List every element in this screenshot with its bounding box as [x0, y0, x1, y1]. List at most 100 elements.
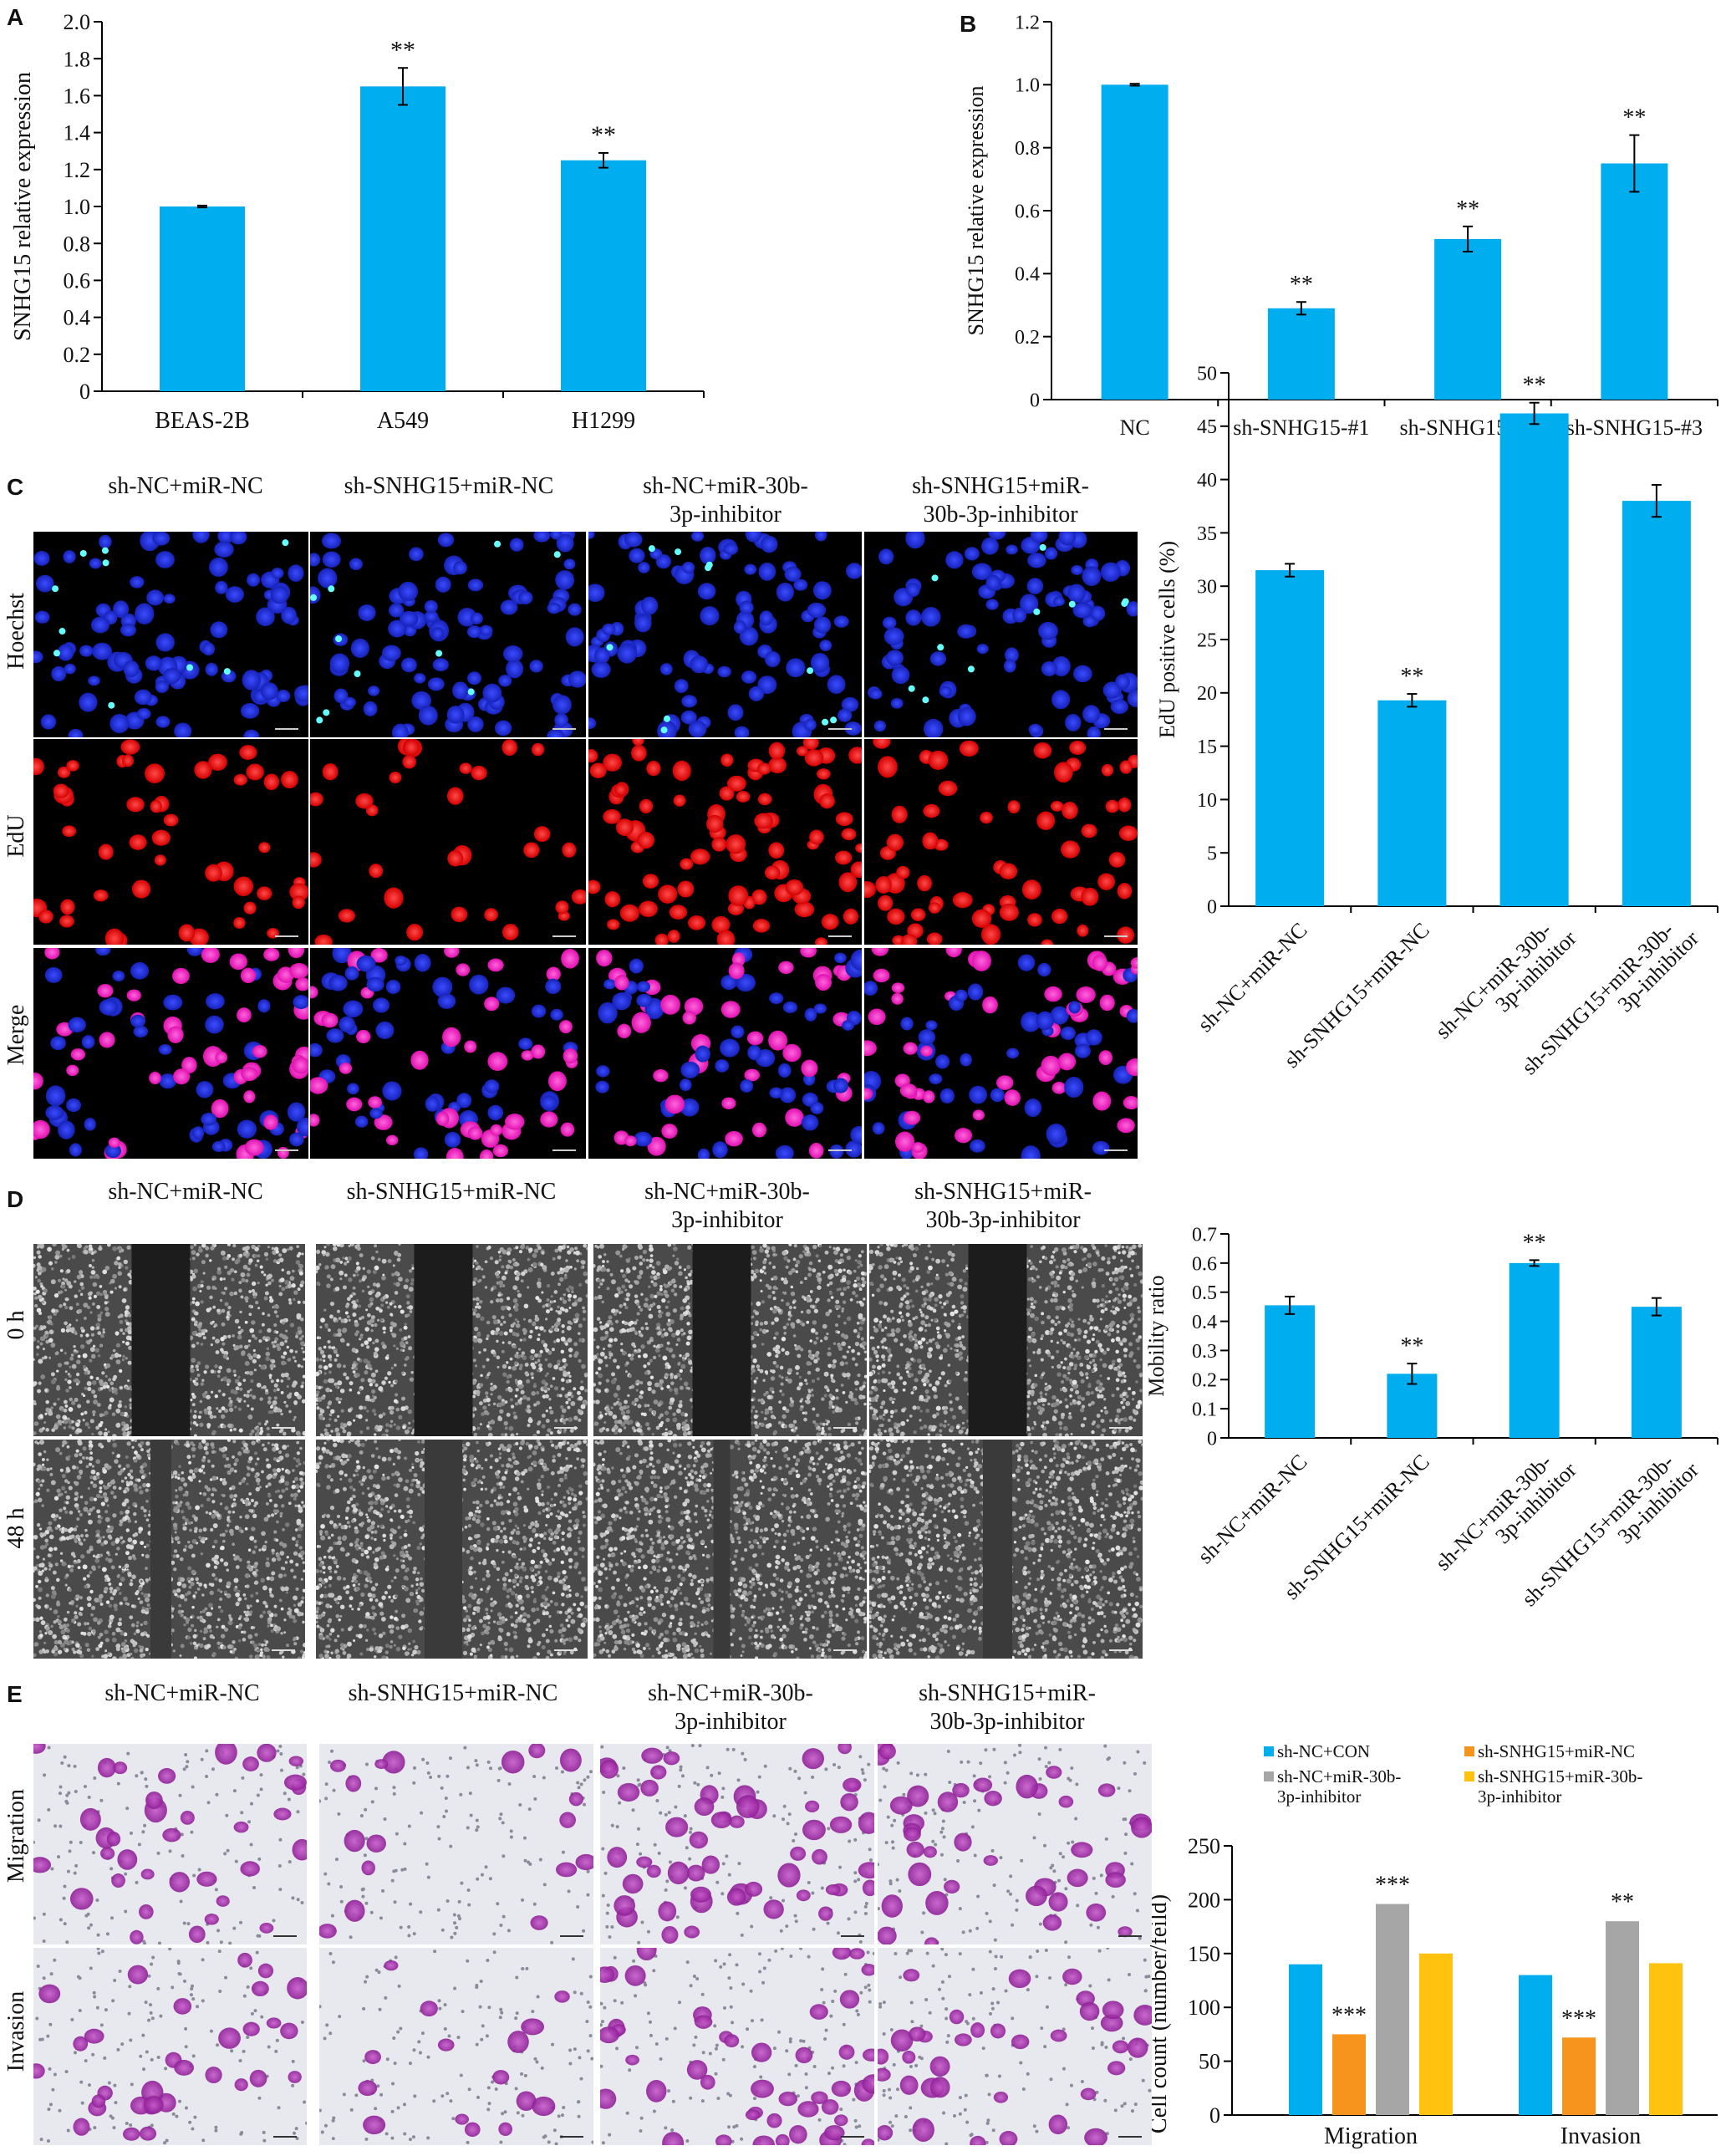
bar: [1622, 501, 1691, 906]
legend-swatch: [1464, 1746, 1474, 1756]
y-axis-label: SNHG15 relative expression: [964, 86, 988, 336]
transwell-micrograph: [318, 1743, 597, 1944]
y-tick-label: 15: [1197, 737, 1217, 758]
y-tick-label: 30: [1197, 577, 1217, 599]
y-tick-label: 0.2: [64, 343, 91, 367]
x-tick-label: H1299: [572, 408, 635, 434]
x-tick-label: BEAS-2B: [155, 408, 250, 434]
y-tick-label: 0.1: [1192, 1399, 1217, 1421]
y-tick-label: 0: [1207, 1428, 1217, 1450]
y-tick-label: 0: [1209, 2103, 1220, 2128]
scratch-micrograph: [32, 1241, 308, 1439]
bar: [1500, 413, 1569, 906]
panel-label-b: B: [960, 11, 976, 37]
bar: [561, 161, 646, 391]
x-tick-label-group: sh-NC+miR-NC: [1193, 1450, 1311, 1568]
row-label: Hoechst: [3, 593, 29, 670]
bar: [1419, 1954, 1453, 2115]
group-header: 3p-inhibitor: [670, 502, 782, 528]
legend-label: 3p-inhibitor: [1277, 1786, 1361, 1807]
y-axis-label: EdU positive cells (%): [1155, 541, 1179, 738]
y-tick-label: 10: [1197, 790, 1217, 812]
bar: [1632, 1307, 1682, 1438]
y-tick-label: 1.6: [64, 84, 91, 109]
group-header: 30b-3p-inhibitor: [925, 1207, 1081, 1233]
y-tick-label: 0.4: [64, 306, 91, 330]
y-tick-label: 1.0: [64, 195, 91, 219]
scratch-micrograph: [868, 1437, 1144, 1660]
bar: [1377, 701, 1446, 906]
y-tick-label: 20: [1197, 683, 1217, 705]
y-tick-label: 0.6: [1015, 201, 1040, 222]
significance-label: **: [1456, 196, 1479, 222]
y-axis-label: SNHG15 relative expression: [10, 72, 36, 341]
bar: [1102, 84, 1168, 400]
panel-label-a: A: [7, 4, 23, 30]
panel-label-e: E: [7, 1681, 23, 1707]
y-tick-label: 0.7: [1192, 1224, 1217, 1246]
x-tick-label: A549: [377, 408, 429, 434]
merge-micrograph: [26, 940, 315, 1165]
bar: [1601, 164, 1667, 400]
bar: [1434, 239, 1501, 400]
bar: [1255, 570, 1324, 906]
row-label: Invasion: [3, 1991, 29, 2072]
y-tick-label: 0.6: [1192, 1253, 1217, 1275]
transwell-micrograph: [595, 1939, 885, 2152]
edu-micrograph: [857, 734, 1140, 950]
x-tick-label-group: sh-NC+miR-NC: [1193, 918, 1311, 1037]
y-tick-label: 50: [1199, 2050, 1220, 2074]
bar: [1510, 1263, 1560, 1438]
row-label: Merge: [3, 1005, 29, 1066]
y-axis-label: Mobility ratio: [1144, 1275, 1168, 1396]
legend-label: sh-SNHG15+miR-30b-: [1478, 1766, 1642, 1786]
hoechst-micrograph: [28, 526, 314, 743]
transwell-micrograph: [597, 1741, 882, 1944]
bar: [1289, 1965, 1322, 2115]
x-tick-label: Invasion: [1561, 2123, 1641, 2149]
panel-label-d: D: [7, 1186, 23, 1212]
hoechst-micrograph: [305, 526, 587, 745]
y-tick-label: 0: [1030, 390, 1040, 411]
y-tick-label: 0: [79, 380, 90, 404]
y-tick-label: 1.2: [64, 158, 91, 182]
x-tick-label: sh-NC+miR-NC: [1193, 918, 1311, 1037]
group-header: sh-SNHG15+miR-NC: [344, 473, 554, 499]
group-header: sh-NC+miR-NC: [104, 1680, 259, 1706]
bar: [1332, 2034, 1366, 2115]
hoechst-micrograph: [864, 524, 1145, 741]
x-tick-label: Migration: [1324, 2123, 1418, 2149]
y-tick-label: 0.8: [64, 232, 91, 256]
edu-micrograph: [305, 737, 588, 949]
legend-swatch: [1464, 1771, 1474, 1781]
significance-label: **: [1400, 664, 1423, 690]
y-tick-label: 1.2: [1015, 12, 1040, 33]
legend-label: 3p-inhibitor: [1478, 1786, 1561, 1807]
transwell-micrograph: [27, 1739, 312, 1945]
significance-label: **: [1290, 272, 1313, 298]
x-tick-label: sh-SNHG15-#1: [1233, 415, 1369, 440]
x-tick-label: sh-SNHG15-#3: [1566, 415, 1703, 440]
significance-label: **: [1622, 105, 1646, 131]
group-header: sh-NC+miR-NC: [108, 473, 262, 499]
significance-label: **: [1523, 1230, 1546, 1256]
group-header: sh-NC+miR-30b-: [644, 1179, 810, 1205]
y-tick-label: 0.2: [1015, 327, 1040, 349]
transwell-micrograph: [873, 1946, 1157, 2151]
y-tick-label: 2.0: [64, 10, 91, 34]
transwell-micrograph: [318, 1948, 595, 2145]
x-tick-label: NC: [1120, 415, 1150, 440]
bar: [1562, 2037, 1596, 2115]
micrographs-layer: [26, 524, 1157, 2152]
y-tick-label: 100: [1188, 1995, 1220, 2020]
legend-label: sh-NC+CON: [1277, 1741, 1370, 1761]
y-tick-label: 0.5: [1192, 1282, 1217, 1304]
transwell-micrograph: [28, 1947, 308, 2145]
y-tick-label: 1.0: [1015, 75, 1040, 97]
